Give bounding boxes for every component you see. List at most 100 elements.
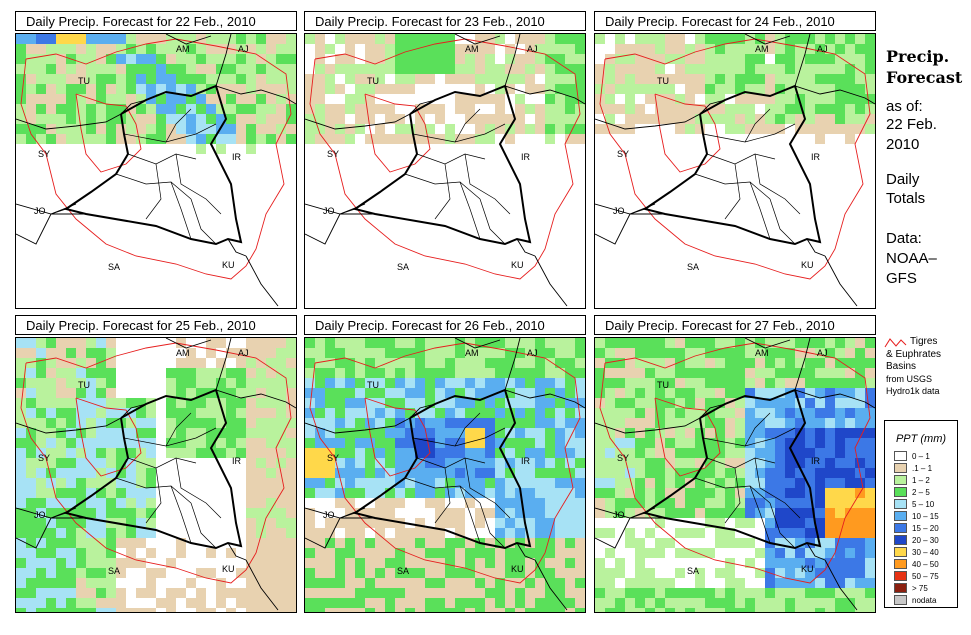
precip-cell (425, 538, 435, 548)
precip-cell (685, 84, 695, 94)
precip-cell (405, 438, 415, 448)
precip-cell (66, 398, 76, 408)
precip-cell (655, 398, 665, 408)
precip-cell (635, 84, 645, 94)
precip-cell (785, 558, 795, 568)
precip-cell (545, 418, 555, 428)
precip-cell (96, 398, 106, 408)
precip-cell (405, 378, 415, 388)
precip-cell (505, 418, 515, 428)
precip-cells (16, 338, 296, 612)
precip-cell (136, 408, 146, 418)
precip-cell (855, 84, 865, 94)
precip-cell (455, 104, 465, 114)
precip-cell (535, 498, 545, 508)
precip-cell (485, 548, 495, 558)
precip-cell (725, 428, 735, 438)
precip-cell (325, 358, 335, 368)
precip-cell (176, 548, 186, 558)
precip-cell (595, 94, 605, 104)
precip-cell (395, 124, 405, 134)
precip-cell (565, 418, 575, 428)
precip-cell (795, 488, 805, 498)
legend-label: 30 – 40 (912, 548, 939, 557)
precip-cell (565, 578, 575, 588)
precip-cell (136, 418, 146, 428)
country-label: SA (397, 566, 409, 576)
precip-cell (266, 84, 276, 94)
precip-cell (405, 368, 415, 378)
precip-cell (266, 134, 276, 144)
precip-cell (575, 84, 585, 94)
precip-cell (635, 468, 645, 478)
legend-label: > 75 (912, 584, 928, 593)
precip-cell (395, 588, 405, 598)
precip-cell (545, 64, 555, 74)
precip-cell (785, 458, 795, 468)
precip-cell (236, 74, 246, 84)
precip-cell (315, 398, 325, 408)
precip-cell (365, 418, 375, 428)
precip-cell (765, 428, 775, 438)
precip-cell (595, 418, 605, 428)
precip-cell (735, 84, 745, 94)
precip-cell (555, 54, 565, 64)
precip-cell (66, 568, 76, 578)
precip-cell (66, 508, 76, 518)
precip-cell (405, 388, 415, 398)
precip-cell (355, 338, 365, 348)
precip-cell (595, 498, 605, 508)
precip-cell (695, 74, 705, 84)
precip-cell (775, 44, 785, 54)
precip-cell (256, 94, 266, 104)
precip-cell (365, 468, 375, 478)
precip-cell (635, 608, 645, 612)
precip-cell (645, 448, 655, 458)
precip-cell (695, 428, 705, 438)
precip-cell (735, 588, 745, 598)
precip-cell (625, 588, 635, 598)
precip-cell (315, 94, 325, 104)
precip-cell (136, 558, 146, 568)
precip-cell (855, 408, 865, 418)
precip-cell (795, 338, 805, 348)
precip-cell (495, 418, 505, 428)
precip-cell (106, 558, 116, 568)
precip-cell (785, 398, 795, 408)
precip-cell (26, 114, 36, 124)
precip-cell (276, 558, 286, 568)
precip-cell (16, 34, 26, 44)
precip-cell (435, 44, 445, 54)
precip-cell (86, 124, 96, 134)
side-daily-1: Daily (886, 171, 920, 188)
precip-cell (415, 608, 425, 612)
precip-cell (475, 398, 485, 408)
precip-cell (325, 538, 335, 548)
precip-cell (845, 508, 855, 518)
precip-cell (246, 144, 256, 154)
precip-cell (635, 508, 645, 518)
precip-cell (305, 104, 315, 114)
precip-cell (835, 568, 845, 578)
side-date-1: 22 Feb. (886, 116, 937, 133)
precip-cell (625, 358, 635, 368)
legend-swatch (894, 559, 907, 569)
precip-cell (475, 428, 485, 438)
precip-cell (785, 64, 795, 74)
precip-cell (425, 388, 435, 398)
precip-cell (76, 518, 86, 528)
precip-cell (86, 114, 96, 124)
precip-cell (106, 64, 116, 74)
precip-cell (286, 338, 296, 348)
precip-cell (535, 44, 545, 54)
precip-cell (765, 358, 775, 368)
precip-cell (455, 488, 465, 498)
precip-cell (126, 608, 136, 612)
precip-cell (16, 488, 26, 498)
precip-cell (635, 588, 645, 598)
precip-cell (595, 124, 605, 134)
precip-cell (595, 64, 605, 74)
legend-swatch (894, 583, 907, 593)
precip-cell (725, 114, 735, 124)
precip-cell (146, 84, 156, 94)
